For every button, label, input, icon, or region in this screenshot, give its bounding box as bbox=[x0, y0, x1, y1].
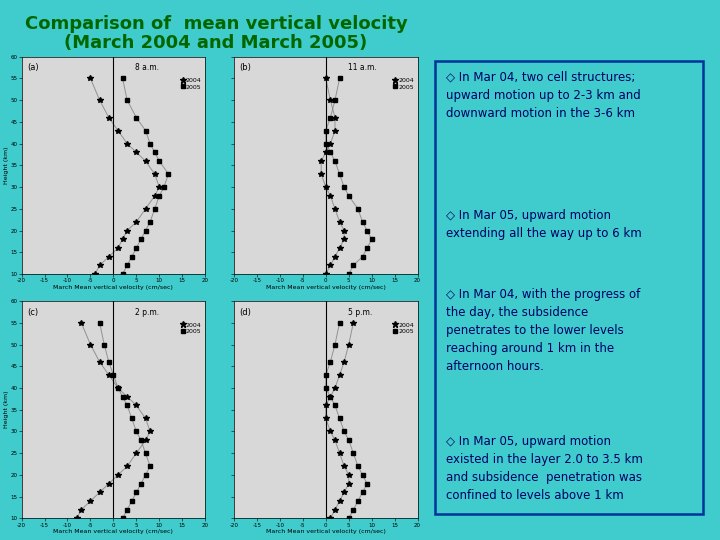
Text: (c): (c) bbox=[27, 308, 38, 316]
Text: ◇ In Mar 05, upward motion
existed in the layer 2.0 to 3.5 km
and subsidence  pe: ◇ In Mar 05, upward motion existed in th… bbox=[446, 435, 642, 502]
Text: (a): (a) bbox=[27, 63, 39, 72]
Text: 11 a.m.: 11 a.m. bbox=[348, 63, 377, 72]
Text: 2 p.m.: 2 p.m. bbox=[135, 308, 160, 316]
Legend: 2004, 2005: 2004, 2005 bbox=[181, 321, 202, 334]
Legend: 2004, 2005: 2004, 2005 bbox=[181, 77, 202, 90]
X-axis label: March Mean vertical velocity (cm/sec): March Mean vertical velocity (cm/sec) bbox=[53, 285, 174, 289]
Y-axis label: Height (km): Height (km) bbox=[4, 391, 9, 428]
Text: Comparison of  mean vertical velocity: Comparison of mean vertical velocity bbox=[24, 15, 408, 33]
Legend: 2004, 2005: 2004, 2005 bbox=[394, 77, 415, 90]
Text: (March 2004 and March 2005): (March 2004 and March 2005) bbox=[64, 34, 368, 52]
Text: 8 a.m.: 8 a.m. bbox=[135, 63, 159, 72]
Text: ◇ In Mar 04, two cell structures;
upward motion up to 2-3 km and
downward motion: ◇ In Mar 04, two cell structures; upward… bbox=[446, 71, 640, 119]
X-axis label: March Mean vertical velocity (cm/sec): March Mean vertical velocity (cm/sec) bbox=[266, 529, 386, 534]
X-axis label: March Mean vertical velocity (cm/sec): March Mean vertical velocity (cm/sec) bbox=[53, 529, 174, 534]
X-axis label: March Mean vertical velocity (cm/sec): March Mean vertical velocity (cm/sec) bbox=[266, 285, 386, 289]
Text: ◇ In Mar 04, with the progress of
the day, the subsidence
penetrates to the lowe: ◇ In Mar 04, with the progress of the da… bbox=[446, 287, 640, 373]
Text: (d): (d) bbox=[240, 308, 251, 316]
Legend: 2004, 2005: 2004, 2005 bbox=[394, 321, 415, 334]
Y-axis label: Height (km): Height (km) bbox=[4, 147, 9, 184]
FancyBboxPatch shape bbox=[435, 62, 703, 514]
Text: ◇ In Mar 05, upward motion
extending all the way up to 6 km: ◇ In Mar 05, upward motion extending all… bbox=[446, 209, 642, 240]
Text: (b): (b) bbox=[240, 63, 251, 72]
Text: 5 p.m.: 5 p.m. bbox=[348, 308, 372, 316]
